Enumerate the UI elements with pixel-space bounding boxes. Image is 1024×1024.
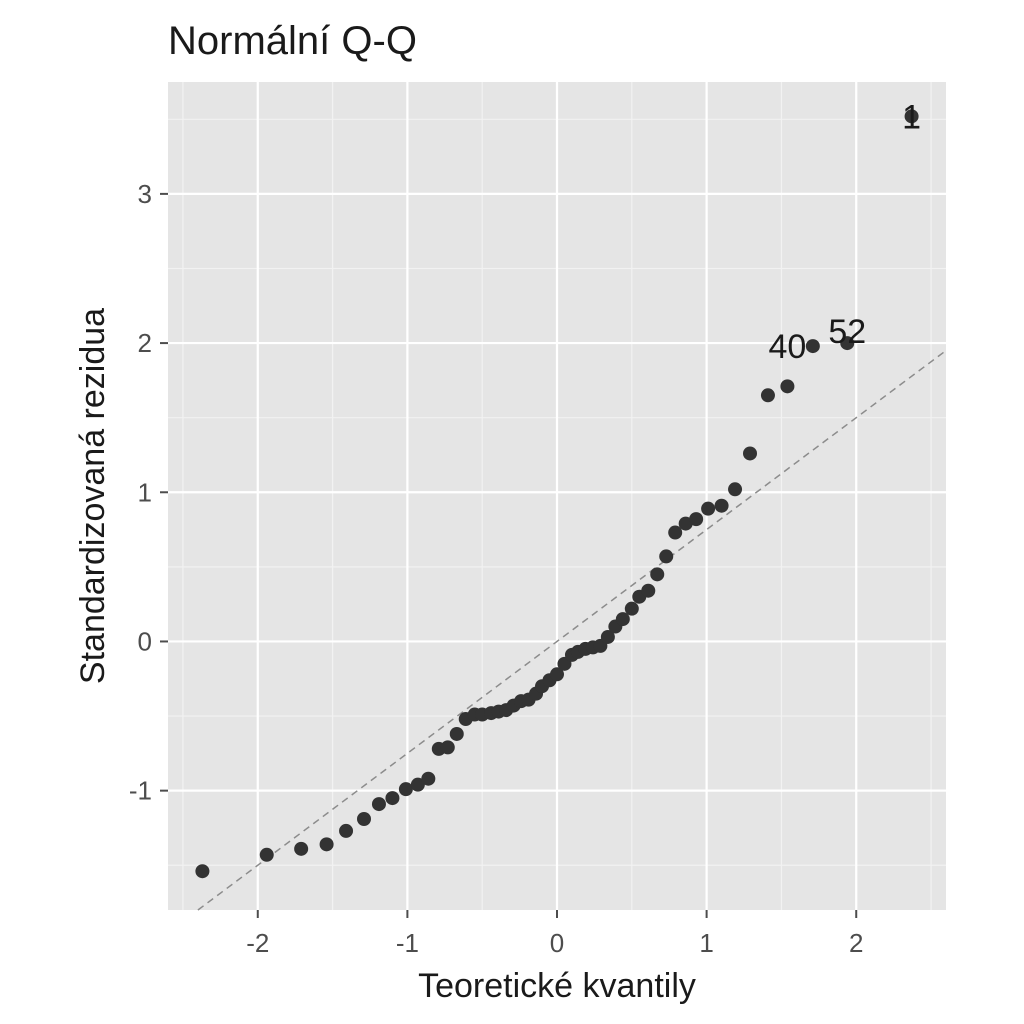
data-point: [339, 823, 354, 838]
data-point: [410, 777, 425, 792]
data-points: [195, 109, 919, 879]
x-tick-label: -2: [246, 928, 269, 958]
y-tick-label: -1: [129, 776, 152, 806]
data-point: [678, 516, 693, 531]
data-point: [259, 847, 274, 862]
data-point: [550, 667, 564, 682]
x-tick-label: -1: [396, 928, 419, 958]
data-point: [780, 379, 795, 394]
data-point: [600, 629, 615, 644]
y-tick-label: 0: [138, 626, 152, 656]
data-point: [701, 501, 716, 516]
data-point: [319, 837, 334, 852]
data-point: [728, 482, 743, 497]
data-point: [714, 498, 729, 513]
y-tick-label: 1: [138, 477, 152, 507]
data-point: [624, 601, 639, 616]
data-point: [650, 567, 665, 582]
data-point: [689, 512, 704, 527]
x-axis: -2 -1 0 1 2: [246, 910, 863, 958]
data-point: [294, 841, 309, 856]
point-label: 1: [902, 98, 921, 136]
y-tick-label: 2: [138, 328, 152, 358]
y-tick-label: 3: [138, 179, 152, 209]
data-point: [904, 109, 919, 124]
data-point: [743, 446, 758, 461]
data-point: [195, 864, 210, 879]
chart-title: Normální Q-Q: [168, 19, 417, 63]
data-point: [659, 549, 674, 564]
point-label: 40: [768, 328, 806, 366]
x-tick-label: 1: [699, 928, 713, 958]
data-point: [668, 525, 683, 540]
data-point: [641, 583, 656, 598]
point-label: 52: [828, 313, 866, 351]
data-point: [615, 612, 630, 627]
data-point: [760, 388, 775, 403]
y-axis: -1 0 1 2 3: [129, 179, 168, 806]
data-point: [440, 740, 455, 755]
data-point: [385, 791, 400, 806]
x-tick-label: 2: [849, 928, 863, 958]
x-axis-label: Teoretické kvantily: [418, 967, 696, 1005]
data-point: [421, 771, 436, 786]
data-point: [356, 811, 371, 826]
y-axis-label: Standardizovaná rezidua: [74, 308, 112, 684]
data-point: [840, 336, 855, 351]
data-point: [371, 797, 386, 812]
x-tick-label: 0: [550, 928, 564, 958]
point-annotations: 1 40 52: [768, 98, 921, 366]
data-point: [398, 782, 413, 797]
data-point: [449, 726, 464, 741]
data-point: [805, 339, 820, 354]
